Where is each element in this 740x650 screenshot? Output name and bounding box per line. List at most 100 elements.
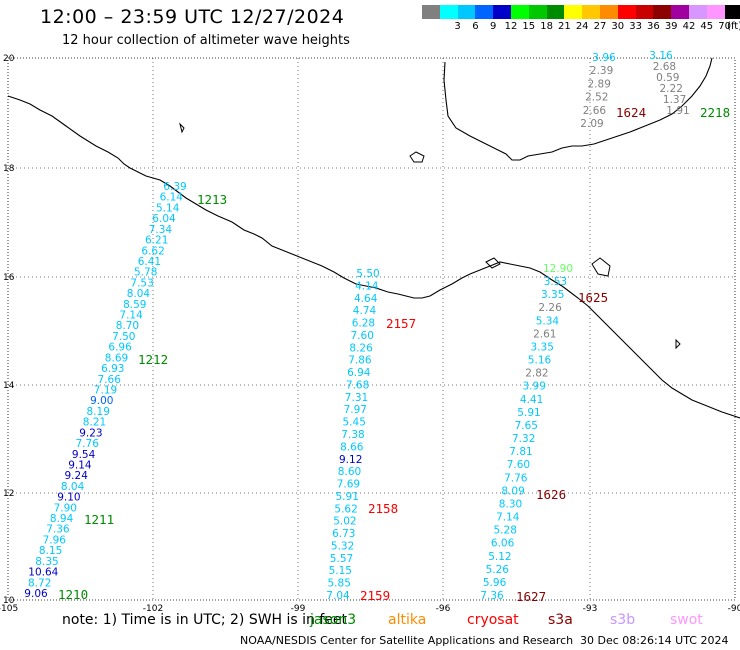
pass-time-label: 1213 <box>197 192 227 207</box>
wave-height-label: 6.94 <box>347 367 371 379</box>
y-tick-label: 18 <box>3 164 15 174</box>
island-outline <box>675 338 681 350</box>
wave-height-label: 2.82 <box>525 368 548 380</box>
wave-height-label: 9.24 <box>65 470 89 482</box>
wave-height-label: 2.26 <box>538 302 562 314</box>
map-title: 12:00 – 23:59 UTC 12/27/2024 <box>40 6 345 28</box>
wave-height-label: 9.10 <box>57 492 80 504</box>
colorbar-label: 39 <box>664 21 678 32</box>
wave-height-label: 9.14 <box>68 460 92 472</box>
wave-height-label: 5.91 <box>517 407 540 419</box>
track-1210: 6.396.145.146.047.346.216.626.415.787.53… <box>24 181 227 602</box>
colorbar-swatch <box>457 5 476 19</box>
wave-height-label: 8.21 <box>83 417 106 429</box>
colorbar-swatch <box>510 5 529 19</box>
colorbar-label: 15 <box>522 21 536 32</box>
pass-time-label: 1212 <box>138 352 168 367</box>
colorbar-label: 70 <box>718 21 731 32</box>
wave-height-label: 7.68 <box>346 380 369 392</box>
wave-height-label: 6.28 <box>352 318 375 330</box>
colorbar-swatch <box>422 5 440 19</box>
wave-height-label: 8.04 <box>61 481 85 493</box>
x-tick-label: -90 <box>728 604 740 614</box>
wave-height-label: 5.57 <box>330 553 353 565</box>
wave-height-label: 8.15 <box>39 545 62 557</box>
pass-time-label: 1627 <box>516 589 546 604</box>
wave-height-label: 7.81 <box>509 446 532 458</box>
wave-height-label: 3.99 <box>523 381 546 393</box>
wave-height-label: 7.53 <box>130 277 153 289</box>
wave-height-label: 9.23 <box>79 427 102 439</box>
colorbar-label: 3 <box>454 21 461 32</box>
wave-height-label: 7.90 <box>54 502 77 514</box>
wave-height-label: 5.32 <box>331 541 354 553</box>
wave-height-label: 4.64 <box>354 293 378 305</box>
pass-time-label: 2218 <box>700 105 730 120</box>
wave-height-label: 7.19 <box>94 385 117 397</box>
colorbar-label: 33 <box>629 21 642 32</box>
wave-height-label: 6.14 <box>160 192 184 204</box>
wave-height-label: 7.36 <box>480 590 504 602</box>
wave-height-label: 2.66 <box>583 105 607 117</box>
map-frame <box>7 57 736 601</box>
wave-height-label: 0.59 <box>656 72 679 84</box>
colorbar-label: 30 <box>611 21 625 32</box>
colorbar-swatch <box>671 5 689 19</box>
wave-height-label: 8.72 <box>28 577 51 589</box>
wave-height-label: 7.34 <box>149 224 173 236</box>
wave-height-label: 5.50 <box>356 268 379 280</box>
coastline <box>7 95 740 419</box>
wave-height-label: 8.69 <box>105 352 128 364</box>
wave-height-label: 5.16 <box>528 355 552 367</box>
wave-height-label: 5.02 <box>333 516 356 528</box>
wave-height-label: 7.32 <box>512 433 535 445</box>
pass-time-label: 1625 <box>578 290 608 305</box>
colorbar-swatch <box>475 5 494 19</box>
colorbar-swatch <box>582 5 600 19</box>
wave-height-label: 4.74 <box>353 305 377 317</box>
wave-height-label: 8.04 <box>127 288 151 300</box>
y-tick-label: 12 <box>3 489 14 499</box>
colorbar-swatch <box>688 5 707 19</box>
pass-time-label: 1624 <box>616 105 646 120</box>
wave-height-label: 8.70 <box>116 320 139 332</box>
wave-height-label: 7.60 <box>507 459 530 471</box>
y-tick-label: 14 <box>3 381 15 391</box>
wave-height-label: 2.39 <box>590 65 613 77</box>
colorbar-label: 6 <box>472 21 479 32</box>
wave-height-label: 6.39 <box>163 181 186 193</box>
colorbar-label: 12 <box>504 21 518 32</box>
track-1624: 3.962.392.89 2.522.662.09 1624 <box>580 52 646 130</box>
wave-height-label: 6.04 <box>152 213 176 225</box>
colorbar-swatch <box>635 5 654 19</box>
wave-height-label: 5.12 <box>488 551 511 563</box>
wave-height-label: 7.65 <box>515 420 538 432</box>
wave-height-label: 3.35 <box>541 289 564 301</box>
wave-height-label: 8.26 <box>349 342 373 354</box>
wave-height-label: 5.14 <box>156 202 180 214</box>
generated-timestamp: 30 Dec 08:26:14 UTC 2024 <box>580 634 729 647</box>
colorbar-swatch <box>599 5 618 19</box>
wave-height-label: 8.19 <box>87 406 110 418</box>
wave-height-label: 7.50 <box>112 331 135 343</box>
colorbar-label: 9 <box>490 21 497 32</box>
colorbar <box>422 5 740 19</box>
wave-height-label: 4.41 <box>520 394 543 406</box>
satellite-legend-item: cryosat <box>467 612 519 628</box>
wave-height-label: 6.41 <box>138 256 161 268</box>
colorbar-swatch <box>546 5 565 19</box>
wave-height-label: 8.35 <box>35 556 58 568</box>
x-tick-label: -99 <box>291 604 306 614</box>
wave-height-label: 5.28 <box>494 525 517 537</box>
colorbar-label: 27 <box>593 21 607 32</box>
wave-height-label: 7.86 <box>348 355 372 367</box>
wave-height-label: 8.60 <box>338 466 361 478</box>
wave-height-label: 6.96 <box>108 342 132 354</box>
wave-height-label: 9.54 <box>72 449 96 461</box>
y-tick-label: 16 <box>3 273 15 283</box>
pass-time-label: 1626 <box>536 487 566 502</box>
map-subtitle: 12 hour collection of altimeter wave hei… <box>62 33 350 48</box>
satellite-legend-item: jason3 <box>310 612 357 628</box>
